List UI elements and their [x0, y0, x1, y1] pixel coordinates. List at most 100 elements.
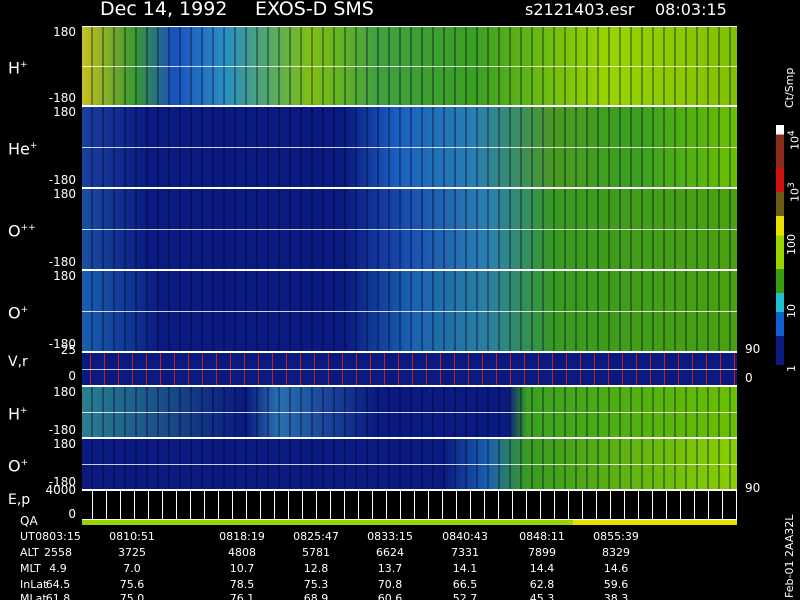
- zero-line: [82, 369, 737, 370]
- y-top: 180: [53, 187, 76, 201]
- tick-base: 100: [785, 234, 798, 255]
- table-cell: 45.3: [502, 593, 582, 600]
- tick-base: 10: [785, 304, 798, 318]
- species-label: H+: [8, 403, 28, 422]
- table-cell: 7899: [502, 547, 582, 559]
- table-cell: 52.7: [452, 592, 478, 600]
- table-cell: 10.7: [202, 563, 282, 575]
- velocity-top: 25: [0, 344, 76, 356]
- table-cell: 4.9: [18, 563, 98, 575]
- colorbar-tick: 1: [785, 365, 798, 372]
- table-cell: 13.7: [377, 562, 403, 575]
- table-cell: 0848:11: [502, 531, 582, 543]
- table-cell: 3725: [92, 547, 172, 559]
- table-cell: 62.8: [529, 578, 555, 591]
- velocity-zero: 0: [68, 369, 76, 383]
- tick-base: 10: [788, 188, 800, 202]
- zero-line: [82, 66, 737, 67]
- table-cell: 60.6: [350, 593, 430, 600]
- y-bottom-label: -180: [0, 338, 76, 350]
- table-cell: 12.8: [303, 562, 329, 575]
- table-cell: 38.3: [603, 592, 629, 600]
- colorbar: [776, 125, 784, 365]
- table-cell: 5781: [276, 547, 356, 559]
- spectrogram-panel: [82, 188, 737, 270]
- table-cell: 0840:43: [425, 531, 505, 543]
- instrument: EXOS-D SMS: [255, 0, 374, 20]
- velocity-right-zero: 0: [745, 371, 753, 385]
- energy-label: E,p: [8, 492, 31, 508]
- table-cell: 4.9: [49, 562, 67, 575]
- y-bottom-label: -180: [0, 424, 76, 436]
- velocity-label: V,r: [8, 355, 28, 369]
- table-cell: 75.6: [92, 579, 172, 591]
- table-cell: 45.3: [529, 592, 555, 600]
- colorbar-tick: 104: [786, 130, 800, 150]
- charge: +: [20, 305, 29, 315]
- table-cell: 64.5: [18, 579, 98, 591]
- y-bottom-label: -180: [0, 256, 76, 268]
- table-cell: 7331: [451, 546, 479, 559]
- y-top-label: 180: [0, 106, 76, 118]
- tick-base: 10: [788, 136, 800, 150]
- table-cell: 0825:47: [276, 531, 356, 543]
- table-cell: 0810:51: [92, 531, 172, 543]
- table-cell: 7.0: [123, 562, 141, 575]
- velocity-right-top: 90: [745, 342, 761, 356]
- velocity-right-zero: 0: [745, 372, 753, 384]
- table-cell: 0818:19: [219, 530, 265, 543]
- table-cell: 14.1: [452, 562, 478, 575]
- table-cell: 8329: [576, 547, 656, 559]
- table-cell: 61.8: [18, 593, 98, 600]
- species: O: [8, 303, 21, 323]
- species-label: O+: [8, 455, 28, 474]
- row-label: InLat: [20, 578, 48, 591]
- table-cell: 59.6: [576, 579, 656, 591]
- table-cell: 14.6: [576, 563, 656, 575]
- qa-bar: [82, 519, 737, 525]
- velocity-top: 25: [60, 343, 76, 357]
- table-cell: 6624: [350, 547, 430, 559]
- table-cell: 14.6: [603, 562, 629, 575]
- table-cell: 75.0: [119, 592, 145, 600]
- energy-top: 4000: [0, 484, 76, 496]
- zero-line: [82, 412, 737, 413]
- file: s2121403.esr: [525, 0, 635, 19]
- table-cell: 76.1: [202, 593, 282, 600]
- energy-zero: 0: [0, 508, 76, 520]
- table-cell: 0855:39: [576, 531, 656, 543]
- charge: +: [29, 141, 38, 151]
- row-label: UT: [20, 531, 35, 543]
- table-cell: 0810:51: [109, 530, 155, 543]
- row-label: MLT: [20, 562, 41, 575]
- zero-line: [82, 464, 737, 465]
- table-cell: 7899: [528, 546, 556, 559]
- table-cell: 52.7: [425, 593, 505, 600]
- velocity-right-top: 90: [745, 343, 760, 355]
- table-cell: 14.4: [529, 562, 555, 575]
- table-cell: 6624: [376, 546, 404, 559]
- colorbar-unit: Ct/Smp: [783, 67, 796, 108]
- row-label: ALT: [20, 547, 39, 559]
- y-top-label: 180: [0, 26, 76, 38]
- table-cell: 0855:39: [593, 530, 639, 543]
- table-cell: 2558: [44, 546, 72, 559]
- table-cell: 2558: [18, 547, 98, 559]
- spectrogram-panel: [82, 438, 737, 490]
- row-label: InLat: [20, 579, 47, 591]
- energy-right-top: 90: [745, 482, 760, 494]
- y-top: 180: [53, 105, 76, 119]
- table-cell: 66.5: [452, 578, 478, 591]
- tick-exp: 4: [787, 130, 797, 136]
- species: H: [8, 404, 21, 424]
- species-label: H+: [8, 57, 28, 76]
- row-label: ALT: [20, 546, 39, 559]
- table-cell: 0833:15: [350, 531, 430, 543]
- table-cell: 0840:43: [442, 530, 488, 543]
- table-cell: 75.3: [276, 579, 356, 591]
- table-cell: 76.1: [229, 592, 255, 600]
- species: O: [8, 456, 21, 476]
- table-cell: 5781: [302, 546, 330, 559]
- table-cell: 78.5: [229, 578, 255, 591]
- table-cell: 12.8: [276, 563, 356, 575]
